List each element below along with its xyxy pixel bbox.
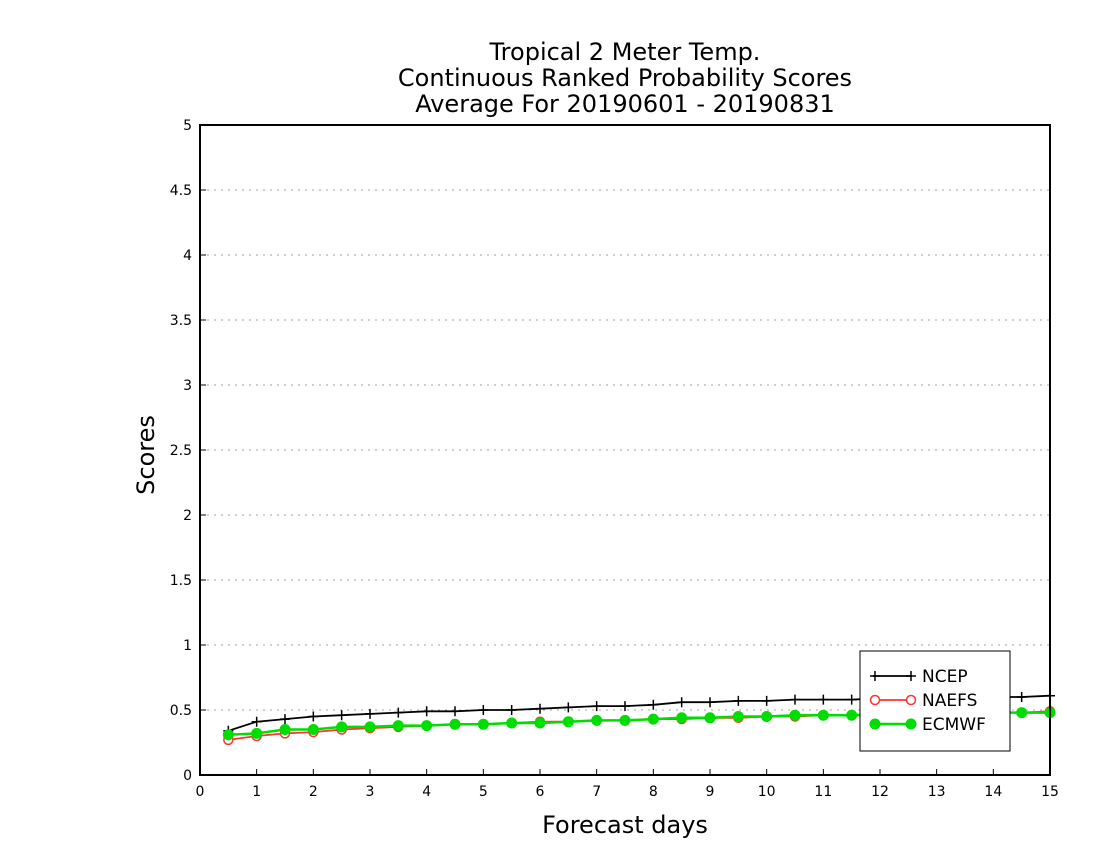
x-tick-label: 10	[758, 784, 776, 800]
legend-marker	[869, 694, 881, 706]
legend-label: NCEP	[922, 667, 968, 687]
data-point-ecmwf	[647, 713, 659, 725]
data-point-ncep	[676, 697, 687, 708]
data-point-ncep	[1016, 692, 1027, 702]
y-tick-label: 2.5	[170, 443, 192, 459]
data-point-ecmwf	[279, 724, 291, 735]
x-tick-label: 15	[1041, 784, 1059, 800]
data-point-ncep	[535, 703, 545, 714]
data-point-ecmwf	[251, 727, 263, 739]
data-point-ncep	[591, 701, 602, 712]
x-tick-label: 14	[984, 784, 1002, 800]
y-tick-label: 3.5	[170, 313, 192, 329]
chart-title-line-1: Tropical 2 Meter Temp.	[489, 38, 761, 66]
data-point-ecmwf	[704, 712, 716, 724]
data-point-ncep	[336, 710, 347, 721]
x-tick-label: 6	[536, 784, 545, 800]
x-axis-ticks: 0 1 2 3 4 5 6 7 8 9 10 11 12 13 14 15	[196, 769, 1059, 800]
data-point-ncep	[365, 708, 375, 719]
legend-box	[859, 650, 1011, 752]
data-point-ncep	[421, 706, 432, 717]
data-point-ecmwf	[789, 709, 801, 721]
legend-label: NAEFS	[922, 691, 977, 711]
data-point-ncep	[761, 695, 772, 706]
data-point-ncep	[846, 694, 857, 705]
data-point-ecmwf	[817, 709, 829, 721]
legend-label: ECMWF	[922, 715, 986, 735]
data-point-ncep	[563, 702, 574, 713]
legend-marker	[870, 671, 880, 681]
data-point-ecmwf	[336, 721, 348, 733]
data-point-ecmwf	[732, 711, 744, 722]
data-point-ecmwf	[1016, 707, 1028, 719]
y-tick-label: 4	[183, 248, 192, 264]
data-point-ncep	[393, 707, 404, 718]
data-point-ecmwf	[761, 711, 773, 722]
data-point-ecmwf	[506, 717, 518, 729]
x-tick-label: 3	[366, 784, 375, 800]
data-point-ncep	[620, 701, 630, 712]
data-point-ecmwf	[307, 724, 319, 735]
x-tick-label: 0	[196, 784, 205, 800]
legend-marker	[905, 694, 917, 706]
data-point-ncep	[648, 699, 659, 710]
data-point-ecmwf	[591, 714, 603, 726]
data-point-ecmwf	[449, 718, 461, 730]
legend-marker	[905, 718, 917, 730]
chart-title-line-3: Average For 20190601 - 20190831	[415, 90, 835, 118]
y-tick-label: 2	[183, 508, 192, 524]
y-tick-label: 4.5	[170, 183, 192, 199]
data-point-ncep	[280, 714, 290, 725]
x-tick-label: 5	[479, 784, 488, 800]
x-tick-label: 13	[928, 784, 946, 800]
data-point-ecmwf	[676, 712, 688, 724]
data-point-ncep	[790, 694, 800, 705]
gridlines	[200, 189, 1050, 711]
data-point-ecmwf	[846, 709, 858, 721]
legend-marker	[869, 718, 881, 730]
y-tick-label: 0	[183, 768, 192, 784]
legend-item-naefs: NAEFS	[869, 691, 977, 711]
y-tick-label: 1.5	[170, 573, 192, 589]
data-point-ncep	[818, 694, 829, 705]
legend-item-ecmwf: ECMWF	[869, 715, 986, 735]
x-tick-label: 4	[422, 784, 431, 800]
x-tick-label: 1	[252, 784, 261, 800]
data-point-ncep	[251, 716, 262, 727]
x-tick-label: 9	[706, 784, 715, 800]
x-tick-label: 7	[592, 784, 601, 800]
legend: NCEP NAEFS ECMWF	[859, 650, 1011, 752]
y-tick-label: 0.5	[170, 703, 192, 719]
data-point-ecmwf	[477, 718, 489, 730]
data-point-ncep	[506, 705, 517, 715]
chart-title: Tropical 2 Meter Temp. Continuous Ranked…	[398, 38, 852, 118]
data-point-ecmwf	[421, 720, 433, 732]
chart-title-line-2: Continuous Ranked Probability Scores	[398, 64, 852, 92]
data-point-ncep	[308, 711, 319, 722]
x-tick-label: 2	[309, 784, 318, 800]
x-tick-label: 8	[649, 784, 658, 800]
y-tick-label: 3	[183, 378, 192, 394]
legend-item-ncep: NCEP	[870, 667, 968, 687]
data-point-ecmwf	[392, 720, 404, 732]
x-tick-label: 11	[814, 784, 832, 800]
data-point-ncep	[450, 706, 460, 717]
data-point-ecmwf	[364, 721, 376, 733]
data-point-ecmwf	[534, 717, 546, 729]
y-axis-label: Scores	[132, 415, 160, 495]
data-point-ecmwf	[222, 729, 234, 741]
y-tick-label: 5	[183, 118, 192, 134]
data-point-ecmwf	[562, 716, 574, 728]
x-tick-label: 12	[871, 784, 889, 800]
legend-marker	[906, 671, 916, 681]
data-point-ncep	[733, 695, 744, 706]
data-point-ncep	[705, 697, 715, 708]
y-axis-ticks: 0 0.5 1 1.5 2 2.5 3 3.5 4 4.5 5	[170, 118, 206, 784]
data-point-ncep	[478, 705, 489, 715]
x-axis-label: Forecast days	[542, 811, 708, 839]
y-tick-label: 1	[183, 638, 192, 654]
data-point-ecmwf	[619, 714, 631, 726]
